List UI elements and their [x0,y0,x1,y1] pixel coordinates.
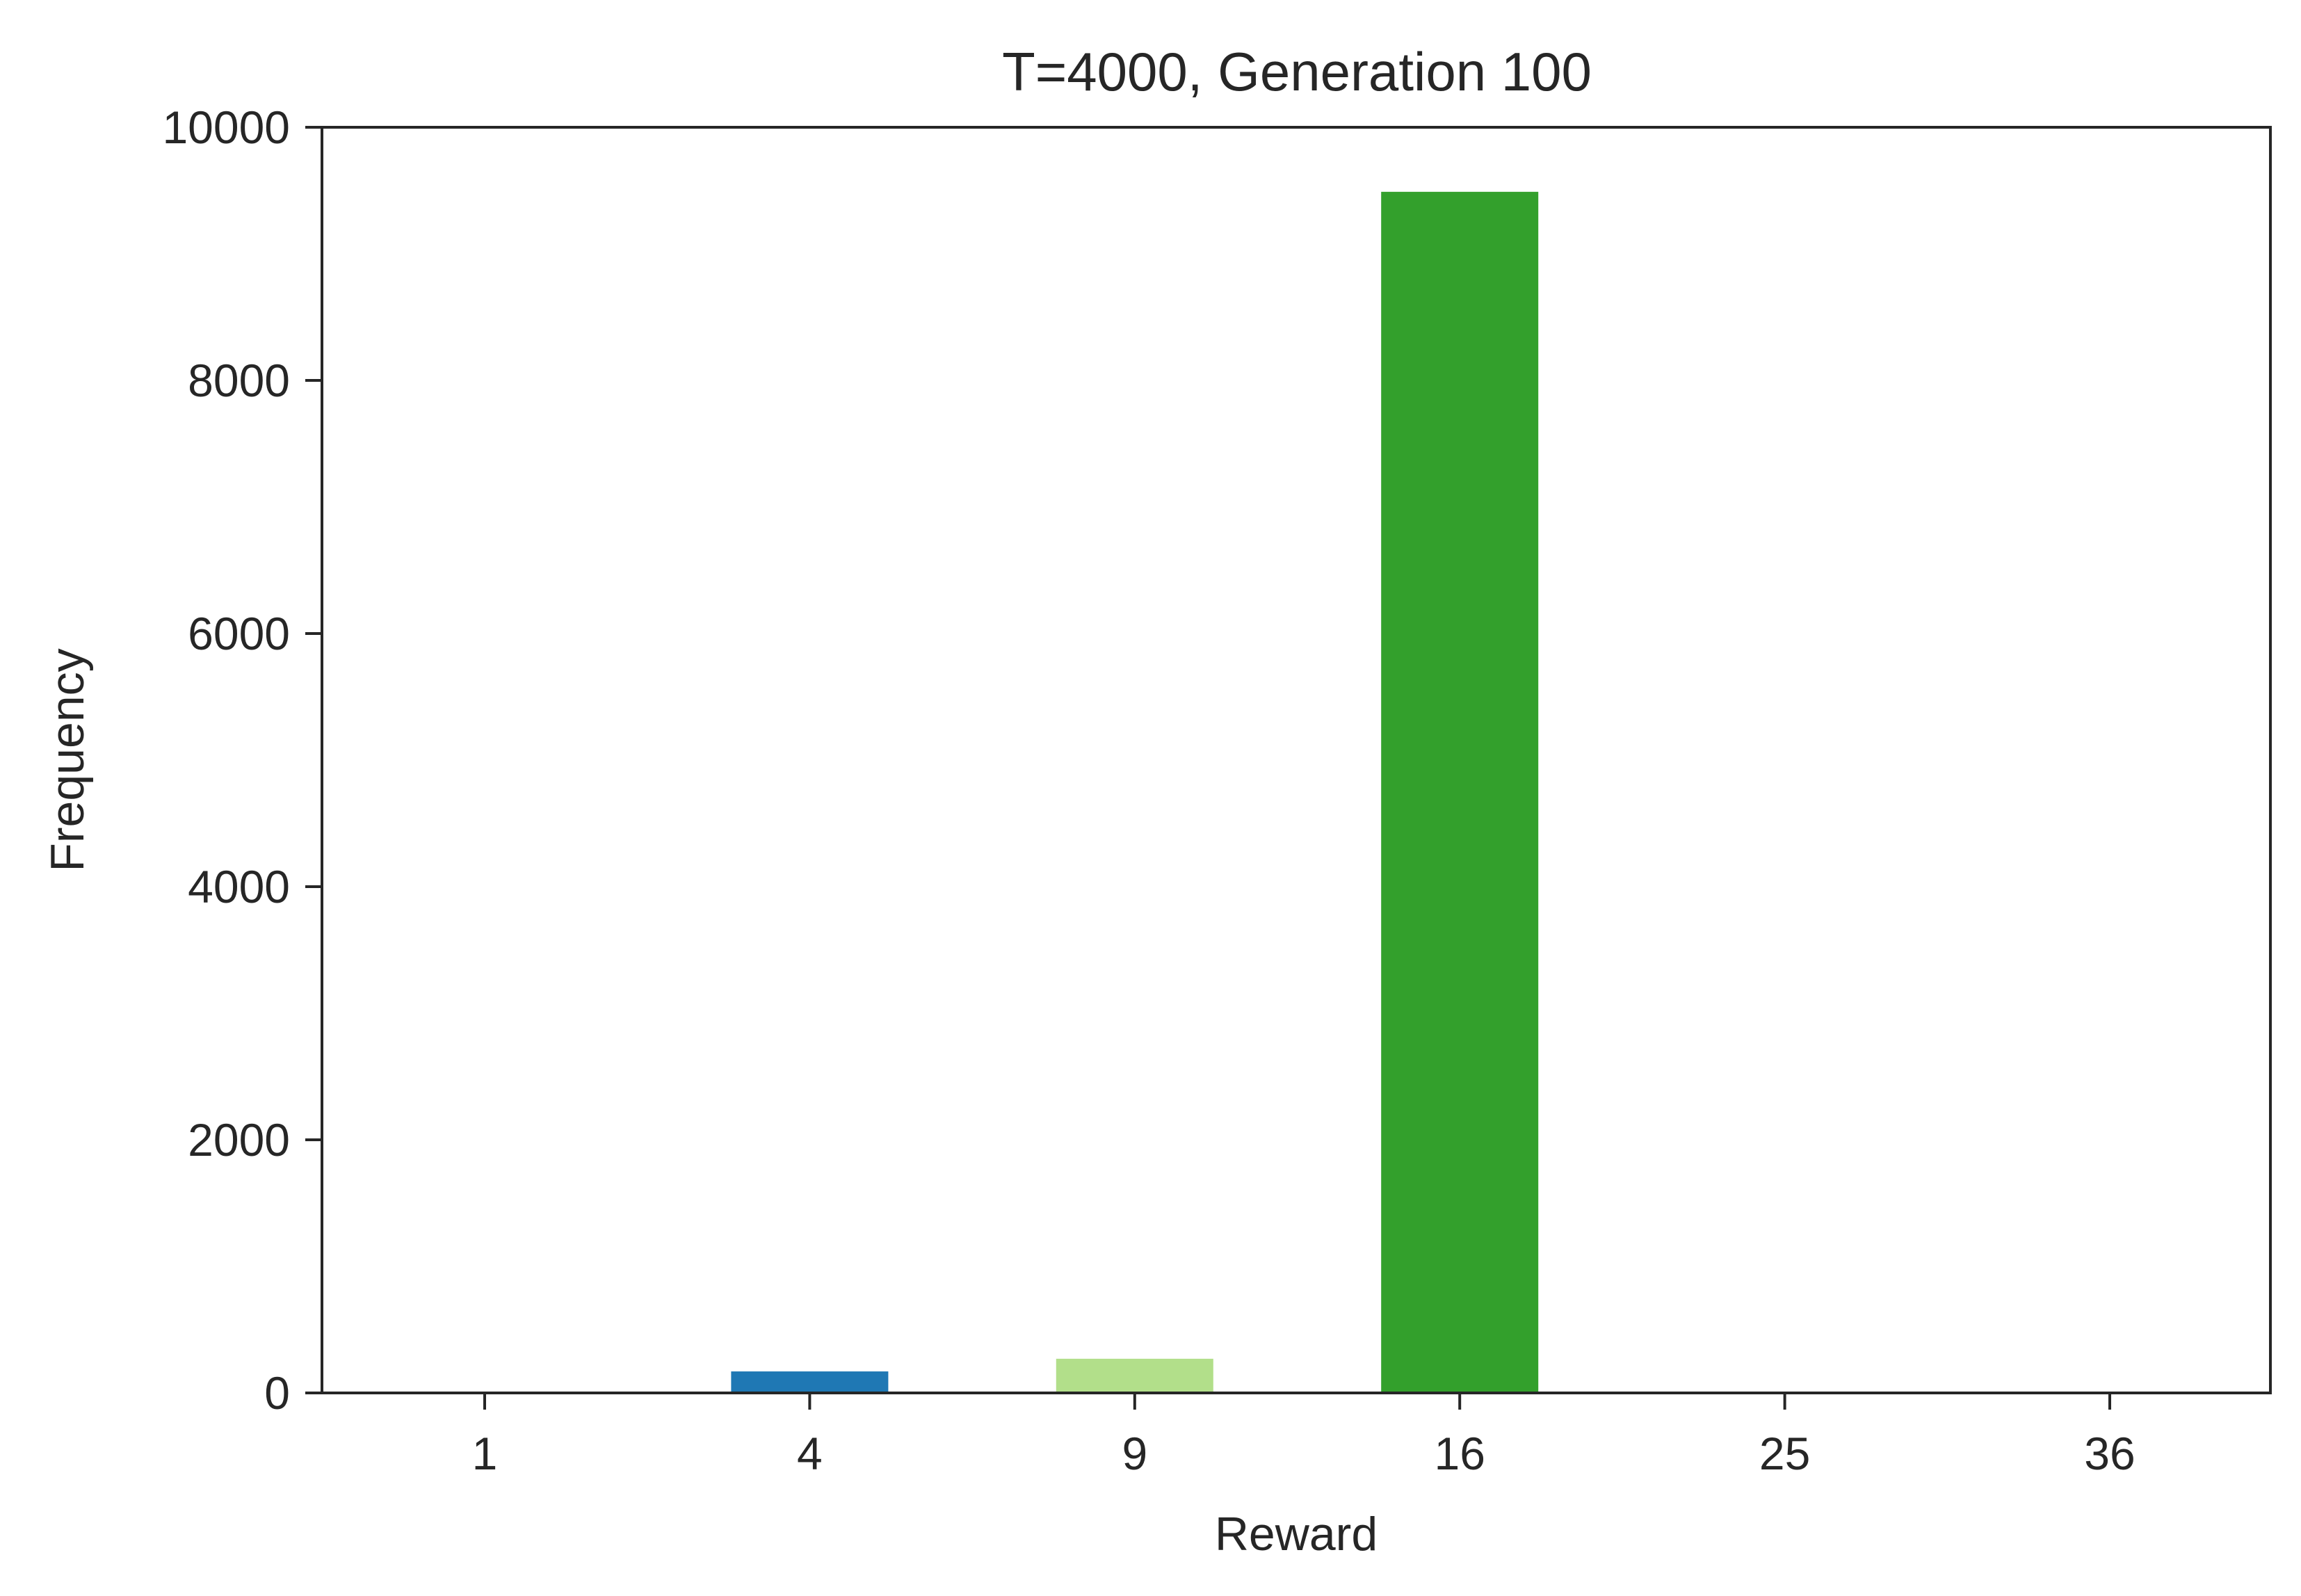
y-axis-label: Frequency [41,648,94,871]
y-tick-label: 10000 [162,102,290,153]
x-tick-label: 4 [797,1428,823,1479]
chart-title: T=4000, Generation 100 [1002,41,1592,102]
bar-16 [1381,191,1539,1393]
y-tick-label: 8000 [188,355,290,406]
x-tick-label: 25 [1759,1428,1810,1479]
y-tick-label: 2000 [188,1114,290,1166]
y-tick-label: 6000 [188,608,290,659]
bars-layer [731,191,1539,1393]
bar-9 [1056,1358,1213,1393]
x-tick-label: 9 [1122,1428,1147,1479]
plot-frame [321,126,2272,1394]
x-tick-label: 36 [2084,1428,2135,1479]
x-tick-label: 16 [1434,1428,1485,1479]
x-tick-label: 1 [472,1428,498,1479]
y-tick-label: 4000 [188,861,290,912]
ticks-layer: 1 4 9 16 25 36 0 2000 4000 6000 8000 10000 [162,102,2135,1479]
y-tick-label: 0 [264,1367,290,1419]
x-axis-label: Reward [1215,1508,1378,1561]
bar-4 [731,1371,889,1393]
